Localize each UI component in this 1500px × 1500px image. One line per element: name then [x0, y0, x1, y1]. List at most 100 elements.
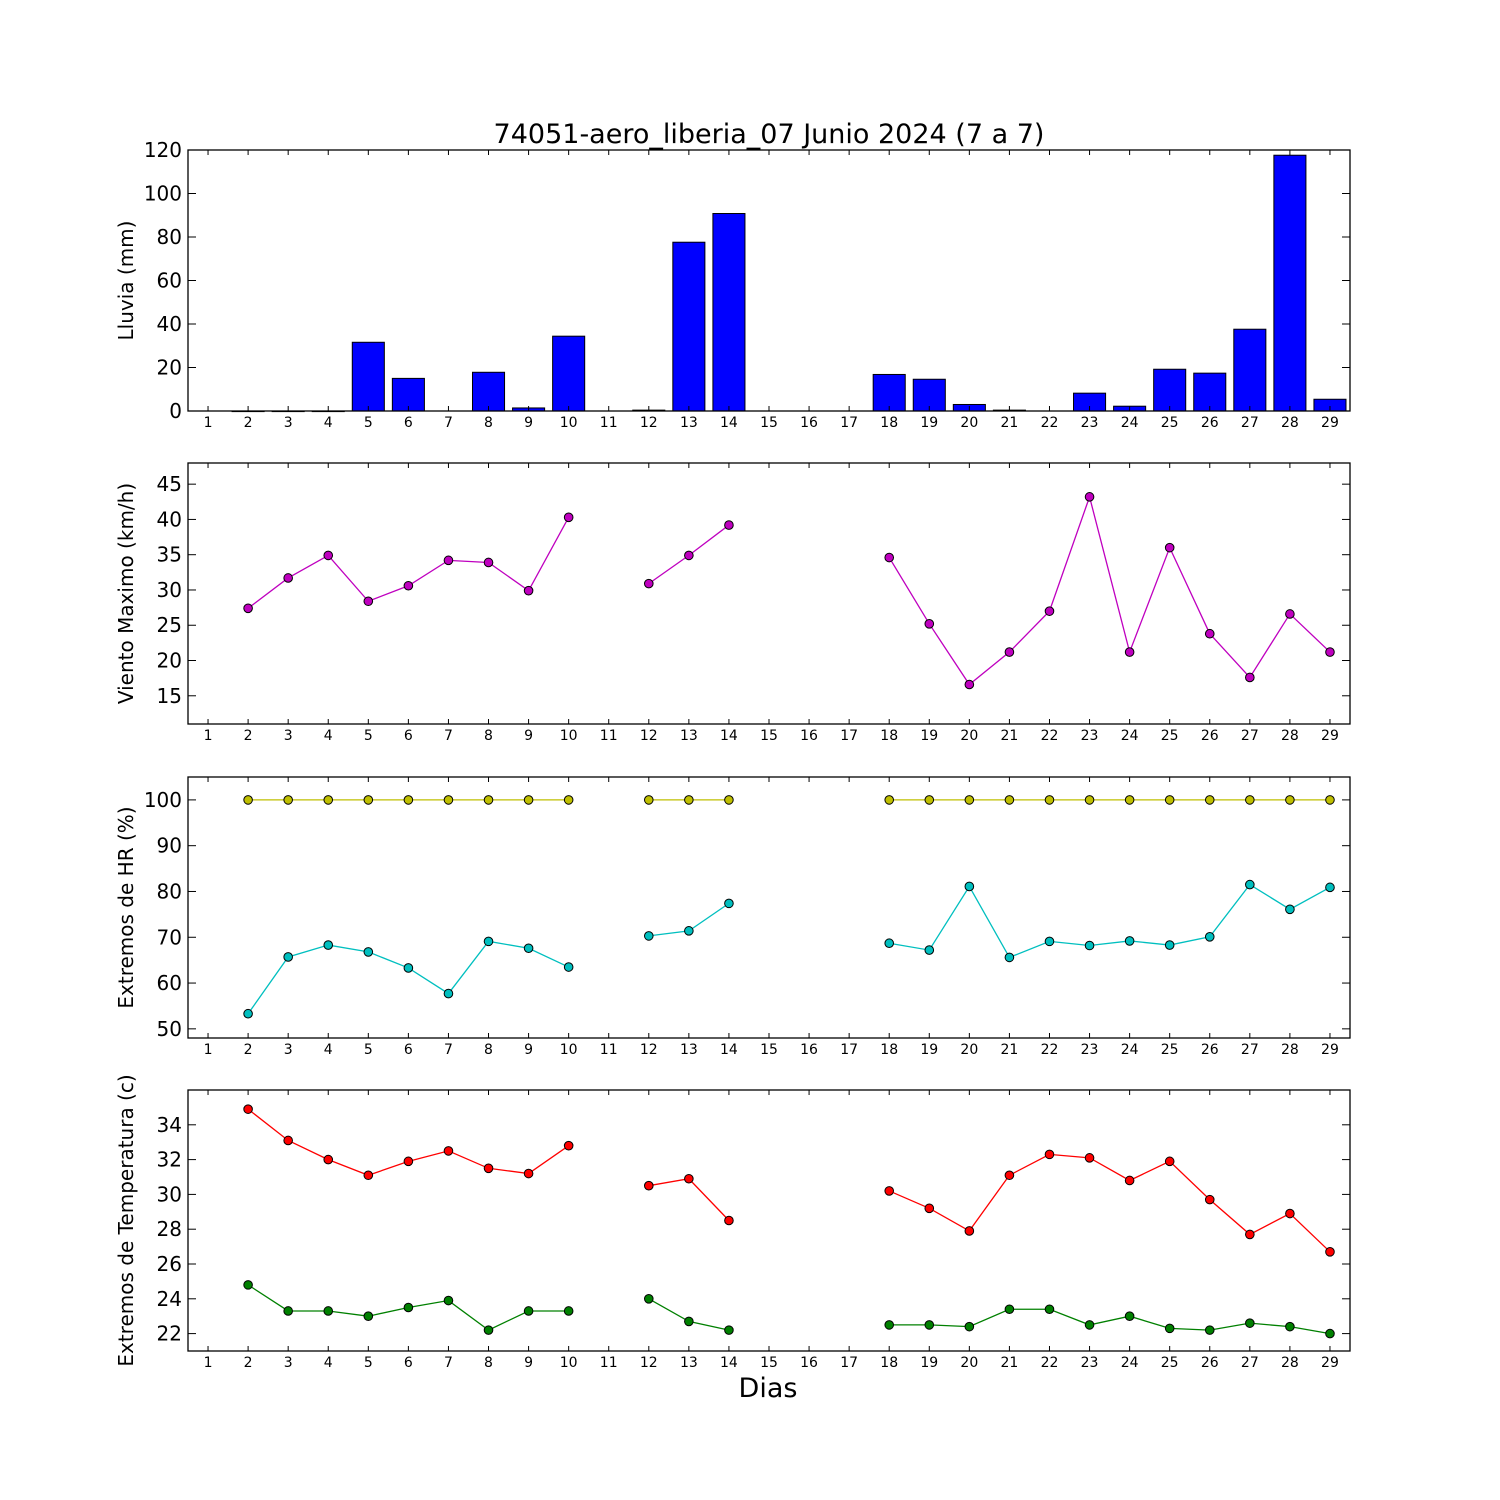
humidity-series-0-point-day-24 — [1124, 795, 1135, 805]
temperature-x-tick-label: 11 — [600, 1355, 618, 1371]
humidity-y-tick-label: 100 — [144, 788, 182, 812]
temperature-series-1-point-day-2 — [243, 1280, 253, 1290]
bar-day-25 — [1153, 368, 1187, 412]
chart-title: 74051-aero_liberia_07 Junio 2024 (7 a 7) — [494, 119, 1045, 150]
rain-x-tick-label: 28 — [1281, 415, 1299, 431]
humidity-series-1-line-2 — [889, 883, 1331, 959]
humidity-x-tick-label: 11 — [600, 1042, 618, 1058]
humidity-series-0-point-day-20 — [964, 795, 975, 805]
rain-y-tick-label: 40 — [157, 312, 182, 336]
wind-panel: 1 2 3 4 5 6 7 8 9 10 11 12 13 14 15 16 17 18 19 20 21 22 23 24 2… — [114, 462, 1351, 744]
humidity-x-tick-label: 16 — [800, 1042, 818, 1058]
x-axis-label: Dias — [739, 1373, 798, 1404]
temperature-x-tick-label: 4 — [324, 1355, 333, 1371]
wind-y-tick-label: 25 — [157, 613, 182, 637]
wind-series-0-point-day-28 — [1285, 609, 1295, 619]
temperature-series-1-point-day-8 — [483, 1325, 494, 1335]
wind-x-tick-label: 8 — [484, 728, 493, 744]
humidity-x-tick-label: 25 — [1161, 1042, 1179, 1058]
wind-series-0-point-day-27 — [1245, 672, 1255, 683]
bar-day-18 — [872, 373, 906, 412]
wind-x-tick-label: 22 — [1041, 728, 1059, 744]
temperature-x-tick-label: 3 — [284, 1355, 293, 1371]
wind-y-tick-label: 20 — [157, 649, 182, 673]
humidity-series-0-point-day-18 — [884, 795, 895, 805]
temperature-series-0-line-2 — [888, 1153, 1331, 1253]
temperature-series-1-point-day-25 — [1164, 1323, 1175, 1334]
temperature-series-0-point-day-9 — [523, 1168, 534, 1179]
bar-day-8 — [471, 371, 506, 412]
temperature-series-0-point-day-7 — [443, 1146, 454, 1156]
wind-x-tick-label: 14 — [720, 728, 738, 744]
temperature-x-tick-label: 6 — [404, 1355, 413, 1371]
humidity-series-1-point-day-24 — [1124, 936, 1135, 946]
temperature-series-0-point-day-25 — [1164, 1156, 1175, 1167]
humidity-series-0-point-day-12 — [643, 795, 654, 805]
humidity-series-1-point-day-28 — [1285, 904, 1295, 915]
temperature-x-tick-label: 21 — [1000, 1355, 1018, 1371]
temperature-x-tick-label: 12 — [640, 1355, 658, 1371]
humidity-series-0-point-day-2 — [243, 795, 253, 805]
humidity-series-1-point-day-19 — [924, 945, 935, 955]
temperature-x-tick-label: 26 — [1201, 1355, 1219, 1371]
humidity-x-tick-label: 13 — [680, 1042, 698, 1058]
humidity-series-0-point-day-6 — [403, 795, 414, 805]
humidity-x-tick-label: 22 — [1041, 1042, 1059, 1058]
humidity-series-1-point-day-27 — [1245, 879, 1255, 890]
rain-x-tick-label: 14 — [720, 415, 738, 431]
rain-x-tick-label: 25 — [1161, 415, 1179, 431]
humidity-series-1-point-day-18 — [884, 938, 895, 949]
wind-x-tick-label: 10 — [560, 728, 578, 744]
humidity-x-tick-label: 14 — [720, 1042, 738, 1058]
rain-x-tick-label: 2 — [244, 415, 253, 431]
humidity-x-tick-label: 17 — [840, 1042, 858, 1058]
wind-y-tick-label: 15 — [157, 684, 182, 708]
humidity-series-0-point-day-7 — [443, 795, 454, 805]
humidity-series-1-line-0 — [247, 940, 569, 1015]
temperature-series-1-point-day-27 — [1245, 1318, 1255, 1328]
humidity-series-1-point-day-3 — [283, 952, 293, 962]
temperature-x-tick-label: 17 — [840, 1355, 858, 1371]
humidity-x-tick-label: 3 — [284, 1042, 293, 1058]
bar-day-5 — [351, 341, 385, 412]
humidity-series-0-point-day-13 — [684, 795, 694, 805]
rain-y-axis-label: Lluvia (mm) — [114, 221, 138, 341]
rain-x-tick-label: 17 — [840, 415, 858, 431]
humidity-series-1-point-day-8 — [483, 936, 494, 947]
wind-series-0-line-0 — [247, 517, 570, 609]
wind-x-tick-label: 20 — [960, 728, 978, 744]
humidity-series-0-point-day-19 — [924, 795, 935, 805]
humidity-series-0-point-day-21 — [1004, 795, 1015, 805]
temperature-x-tick-label: 18 — [880, 1355, 898, 1371]
temperature-series-1-point-day-18 — [884, 1320, 895, 1330]
humidity-series-0-point-day-5 — [363, 795, 374, 805]
temperature-series-1-point-day-23 — [1084, 1320, 1095, 1330]
rain-x-tick-label: 16 — [800, 415, 818, 431]
temperature-series-1-point-day-20 — [964, 1321, 975, 1332]
temperature-x-tick-label: 22 — [1041, 1355, 1059, 1371]
wind-series-0-point-day-7 — [443, 555, 454, 566]
wind-x-tick-label: 6 — [404, 728, 413, 744]
wind-x-tick-label: 9 — [524, 728, 533, 744]
humidity-series-1-point-day-12 — [643, 931, 654, 941]
wind-y-axis-label: Viento Maximo (km/h) — [114, 483, 138, 704]
rain-x-tick-label: 3 — [284, 415, 293, 431]
rain-x-tick-label: 26 — [1201, 415, 1219, 431]
rain-x-tick-label: 10 — [560, 415, 578, 431]
humidity-y-tick-label: 60 — [157, 971, 182, 995]
humidity-series-1-point-day-21 — [1004, 952, 1015, 963]
humidity-series-1-point-day-25 — [1164, 940, 1175, 950]
temperature-series-1-point-day-4 — [323, 1306, 334, 1316]
humidity-series-0-point-day-8 — [483, 795, 494, 805]
temperature-x-tick-label: 27 — [1241, 1355, 1259, 1371]
temperature-series-1-point-day-10 — [563, 1306, 574, 1316]
wind-x-tick-label: 5 — [364, 728, 373, 744]
humidity-panel: 1 2 3 4 5 6 7 8 9 10 11 12 13 14 15 16 17 18 19 20 21 22 23 24 2… — [114, 776, 1351, 1058]
wind-series-0-line-2 — [888, 494, 1331, 686]
humidity-y-tick-label: 50 — [157, 1017, 182, 1041]
temperature-x-tick-label: 16 — [800, 1355, 818, 1371]
temperature-series-1-point-day-22 — [1044, 1304, 1055, 1315]
humidity-x-tick-label: 9 — [524, 1042, 533, 1058]
humidity-plot-frame — [187, 776, 1351, 1039]
